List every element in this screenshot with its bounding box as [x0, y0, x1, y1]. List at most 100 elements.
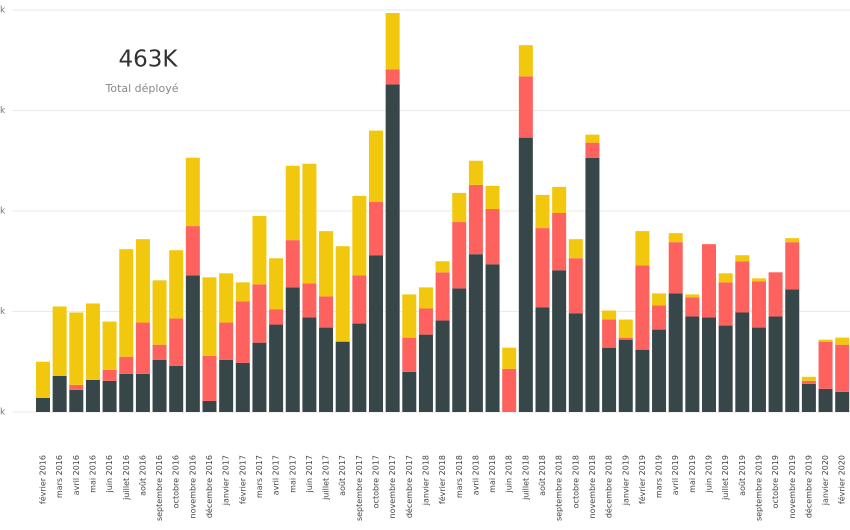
x-tick-label: janvier 2020: [821, 455, 830, 506]
bar-segment: [335, 246, 350, 342]
bar-segment: [502, 368, 517, 412]
bar-segment: [685, 294, 700, 298]
bar-segment: [785, 242, 800, 290]
x-tick-label: juillet 2017: [322, 455, 331, 501]
bar-segment: [518, 45, 533, 77]
x-tick-label: mars 2016: [55, 455, 64, 498]
y-tick-label: k: [0, 408, 6, 418]
bar-segment: [552, 270, 567, 412]
bar-segment: [69, 389, 84, 412]
bar-segment: [269, 258, 284, 310]
bar-segment: [418, 308, 433, 335]
bar-segment: [718, 273, 733, 283]
bar-segment: [818, 388, 833, 412]
x-tick-label: avril 2016: [72, 455, 81, 495]
bar-segment: [568, 313, 583, 412]
bar-segment: [119, 249, 134, 357]
bar-segment: [235, 301, 250, 363]
bar-segment: [219, 273, 234, 323]
bar-segment: [585, 142, 600, 158]
bar-segment: [768, 316, 783, 412]
x-tick-label: avril 2019: [671, 455, 680, 495]
bar-segment: [69, 384, 84, 390]
bar-segment: [235, 362, 250, 412]
x-tick-label: mars 2018: [455, 455, 464, 498]
bar-segment: [718, 282, 733, 326]
x-tick-label: mai 2016: [88, 455, 97, 493]
x-tick-label: mars 2019: [655, 455, 664, 498]
y-tick-label: k: [0, 6, 6, 16]
bar-segment: [85, 303, 100, 380]
bar-segment: [818, 339, 833, 342]
x-tick-label: février 2020: [837, 455, 847, 504]
bar-segment: [735, 255, 750, 262]
bar-segment: [435, 320, 450, 412]
bar-segment: [402, 371, 417, 412]
bar-segment: [435, 261, 450, 273]
bar-segment: [801, 380, 816, 384]
bar-segment: [335, 341, 350, 412]
bar-segment: [202, 400, 217, 412]
bar-segment: [102, 321, 117, 370]
x-tick-label: mars 2017: [255, 455, 264, 498]
bar-segment: [585, 157, 600, 412]
bar-segment: [702, 317, 716, 412]
bar-segment: [352, 323, 367, 412]
bar-segment: [485, 208, 500, 265]
x-tick-label: décembre 2018: [604, 455, 614, 518]
bar-segment: [735, 261, 750, 313]
bar-segment: [402, 294, 417, 338]
bar-segment: [835, 337, 850, 345]
bar-segment: [369, 130, 383, 202]
bar-segment: [635, 349, 650, 412]
bar-segment: [352, 195, 367, 276]
bar-segment: [202, 277, 217, 356]
bar-segment: [285, 165, 300, 241]
x-tick-label: février 2018: [437, 455, 447, 504]
bar-segment: [102, 380, 117, 412]
bar-segment: [652, 305, 667, 330]
bar-segment: [835, 391, 850, 412]
y-tick-label: k: [0, 307, 6, 317]
bar-segment: [668, 293, 683, 412]
bar-segment: [552, 186, 567, 214]
bar-segment: [801, 383, 816, 412]
x-tick-label: juin 2018: [505, 455, 514, 494]
bar-segment: [785, 238, 800, 243]
bar-segment: [751, 278, 766, 282]
bar-segment: [568, 258, 583, 314]
bar-segment: [185, 157, 200, 227]
bar-segment: [502, 347, 517, 369]
bar-segment: [185, 275, 200, 412]
x-tick-label: juin 2019: [705, 455, 714, 494]
bar-segment: [135, 239, 150, 323]
bar-segment: [735, 312, 750, 412]
bar-segment: [835, 344, 850, 392]
bar-segment: [485, 185, 500, 209]
bar-segment: [751, 281, 766, 328]
x-tick-label: décembre 2016: [204, 455, 214, 518]
x-tick-label: décembre 2017: [404, 455, 414, 518]
y-tick-label: k: [0, 207, 6, 217]
bar-segment: [85, 379, 100, 412]
x-tick-label: septembre 2017: [355, 455, 364, 521]
bar-segment: [518, 137, 533, 412]
bar-segment: [485, 264, 500, 412]
bar-segment: [269, 324, 284, 412]
bar-segment: [169, 250, 184, 319]
bar-segment: [169, 365, 184, 412]
bar-segment: [618, 339, 633, 412]
bar-segment: [169, 318, 184, 366]
bar-segment: [385, 13, 400, 70]
x-tick-label: janvier 2018: [421, 455, 430, 506]
card-value: 463K: [119, 47, 179, 73]
bar-segment: [602, 310, 617, 320]
bar-segment: [119, 356, 134, 374]
x-tick-label: mai 2018: [488, 455, 497, 493]
x-tick-label: novembre 2018: [588, 455, 597, 518]
x-tick-label: mai 2019: [688, 455, 697, 493]
bar-segment: [52, 375, 67, 412]
bar-segment: [302, 317, 317, 412]
bar-segment: [685, 316, 700, 412]
